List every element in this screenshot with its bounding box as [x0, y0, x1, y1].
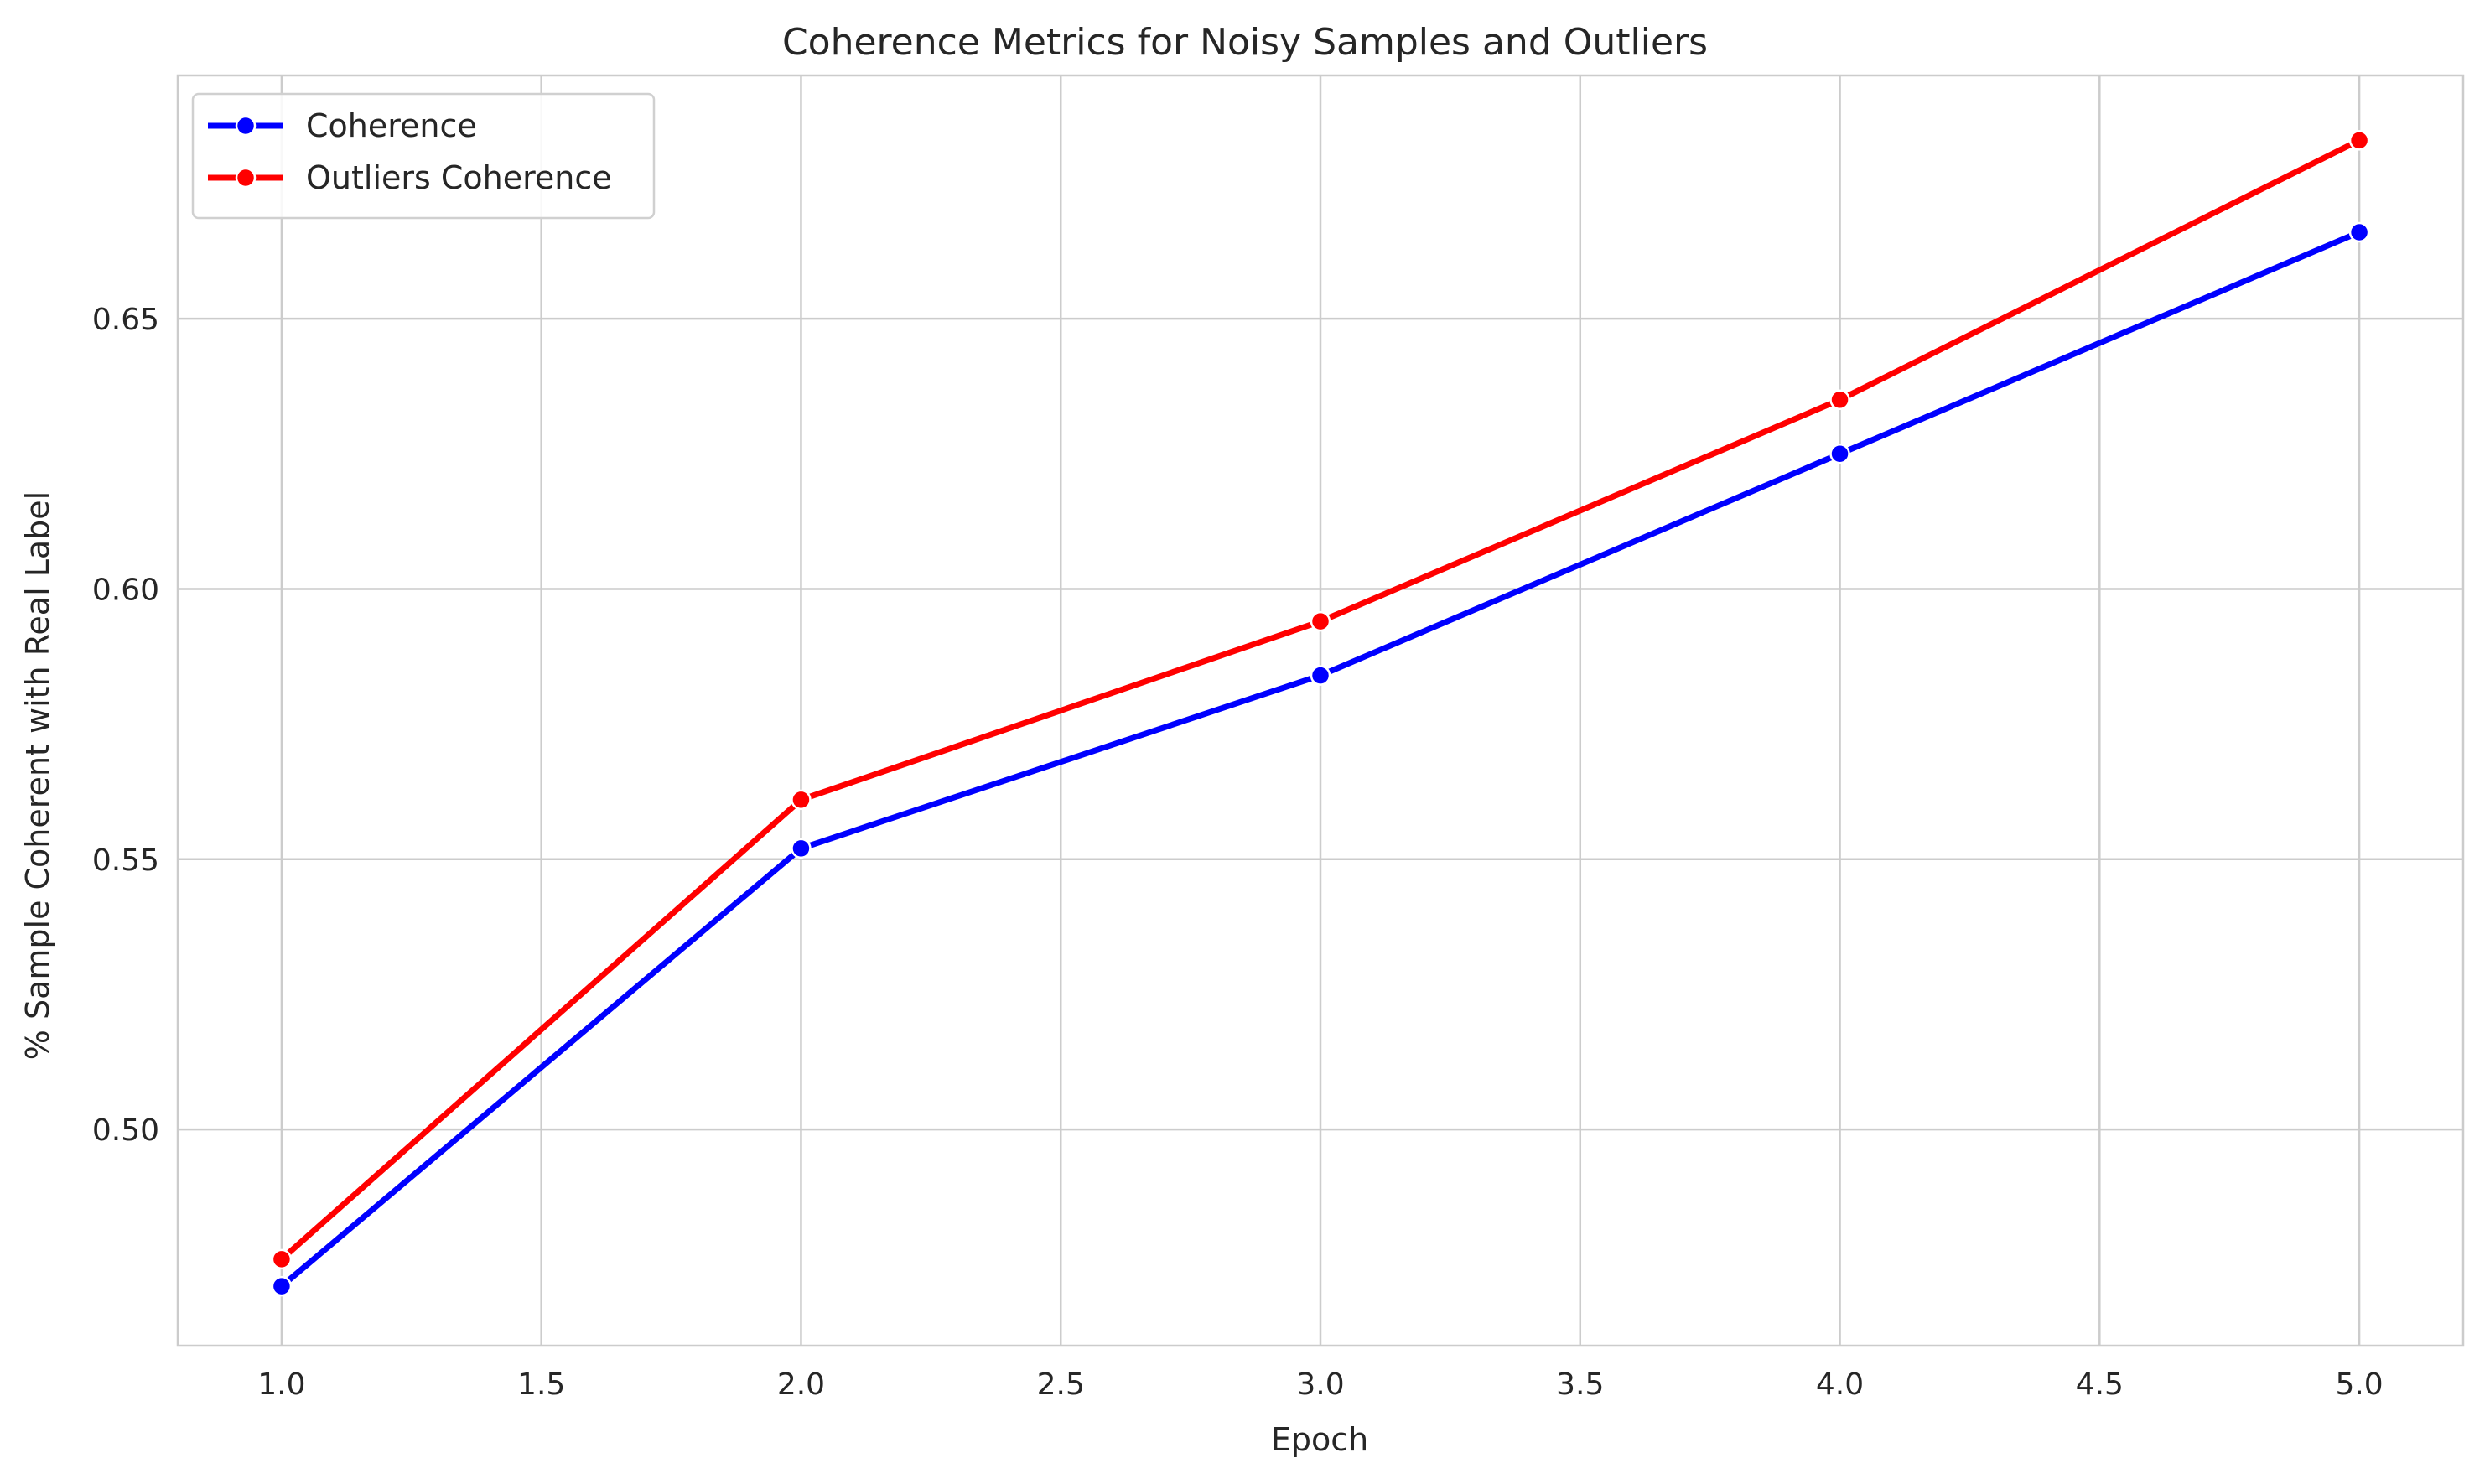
data-point — [1829, 389, 1850, 411]
x-tick-label: 5.0 — [2335, 1367, 2383, 1402]
data-point — [2348, 130, 2370, 151]
data-point — [1829, 444, 1850, 464]
x-tick-label: 3.0 — [1296, 1367, 1344, 1402]
x-tick-label: 1.0 — [257, 1367, 305, 1402]
series-1 — [271, 221, 2370, 1297]
data-point — [271, 1275, 293, 1297]
data-point — [791, 789, 812, 811]
y-tick-label: 0.65 — [92, 303, 159, 337]
plot-frame — [176, 74, 2465, 1347]
series-2 — [271, 130, 2370, 1270]
legend-box — [191, 92, 656, 220]
legend-item: Outliers Coherence — [208, 159, 612, 196]
x-tick-label: 3.5 — [1556, 1367, 1604, 1402]
legend-item: Coherence — [208, 107, 477, 144]
tick-labels: 1.0 1.5 2.0 2.5 3.0 3.5 4.0 4.5 5.0 0.50 0.55 0.60 0… — [92, 303, 2384, 1402]
x-axis-label: Epoch — [1271, 1421, 1368, 1458]
series-layer — [271, 130, 2370, 1297]
grid — [178, 75, 2463, 1346]
x-tick-label: 2.0 — [777, 1367, 825, 1402]
x-tick-label: 2.5 — [1037, 1367, 1085, 1402]
y-tick-label: 0.50 — [92, 1113, 159, 1148]
legend-marker — [235, 167, 257, 189]
x-tick-label: 1.5 — [517, 1367, 565, 1402]
x-tick-label: 4.0 — [1816, 1367, 1864, 1402]
data-point — [1310, 665, 1331, 686]
data-point — [2348, 221, 2370, 243]
legend-label: Coherence — [306, 107, 477, 144]
data-point — [791, 838, 812, 859]
y-axis-label: % Sample Coherent with Real Label — [19, 491, 56, 1060]
legend-label: Outliers Coherence — [306, 159, 612, 196]
y-tick-label: 0.60 — [92, 573, 159, 607]
legend: Coherence Outliers Coherence — [191, 92, 656, 220]
chart-title: Coherence Metrics for Noisy Samples and … — [782, 21, 1708, 64]
x-tick-label: 4.5 — [2076, 1367, 2124, 1402]
data-point — [1310, 610, 1331, 632]
legend-marker — [235, 115, 257, 137]
y-tick-label: 0.55 — [92, 843, 159, 878]
data-point — [271, 1248, 293, 1270]
